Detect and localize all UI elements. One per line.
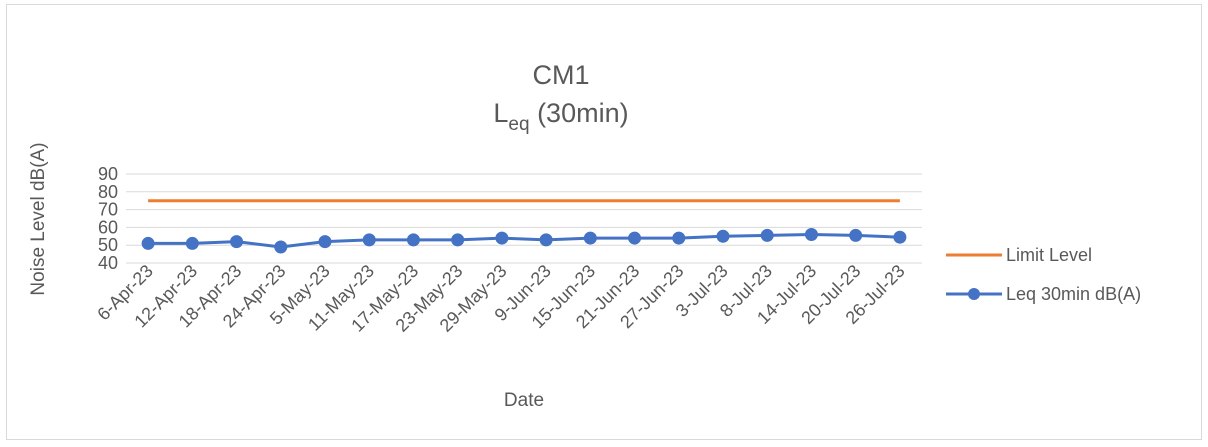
data-point: [583, 231, 597, 245]
subtitle-subscript: eq: [508, 114, 529, 135]
subtitle-rest: (30min): [530, 98, 629, 128]
data-point: [760, 228, 774, 242]
series-group: [141, 199, 907, 254]
x-axis-title: Date: [504, 390, 544, 411]
data-point: [141, 236, 155, 250]
data-point: [230, 235, 244, 249]
data-point: [804, 228, 818, 242]
data-point: [628, 231, 642, 245]
y-tick-label: 60: [98, 217, 118, 237]
legend: Limit Level Leq 30min dB(A): [946, 245, 1141, 304]
data-point: [451, 233, 465, 247]
data-point: [185, 236, 199, 250]
series-line-1: [148, 233, 900, 249]
data-point: [672, 231, 686, 245]
y-tick-label: 80: [98, 182, 118, 202]
chart-title: CM1: [532, 60, 589, 90]
data-point: [362, 233, 376, 247]
legend-marker: [968, 288, 980, 300]
gridlines: [126, 173, 922, 264]
legend-label-1: Leq 30min dB(A): [1006, 284, 1141, 304]
data-point: [849, 228, 863, 242]
data-point: [495, 231, 509, 245]
y-tick-label: 40: [98, 253, 118, 273]
data-point: [893, 230, 907, 244]
chart-subtitle: Leq (30min): [493, 98, 628, 135]
chart-frame: [6, 4, 1202, 440]
subtitle-main: L: [493, 98, 508, 128]
legend-label-0: Limit Level: [1006, 245, 1092, 265]
y-tick-label: 70: [98, 200, 118, 220]
y-tick-label: 50: [98, 235, 118, 255]
data-point: [406, 233, 420, 247]
data-point: [274, 240, 288, 254]
data-point: [716, 229, 730, 243]
y-axis-title: Noise Level dB(A): [28, 142, 49, 295]
y-tick-label: 90: [98, 164, 118, 184]
data-point: [539, 233, 553, 247]
data-point: [318, 235, 332, 249]
x-tick-labels: 6-Apr-2312-Apr-2318-Apr-2324-Apr-235-May…: [93, 261, 908, 336]
